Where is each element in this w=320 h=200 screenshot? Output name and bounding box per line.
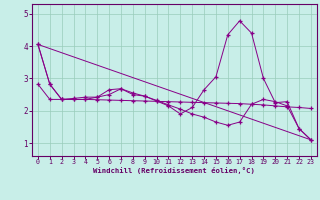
X-axis label: Windchill (Refroidissement éolien,°C): Windchill (Refroidissement éolien,°C)	[93, 167, 255, 174]
